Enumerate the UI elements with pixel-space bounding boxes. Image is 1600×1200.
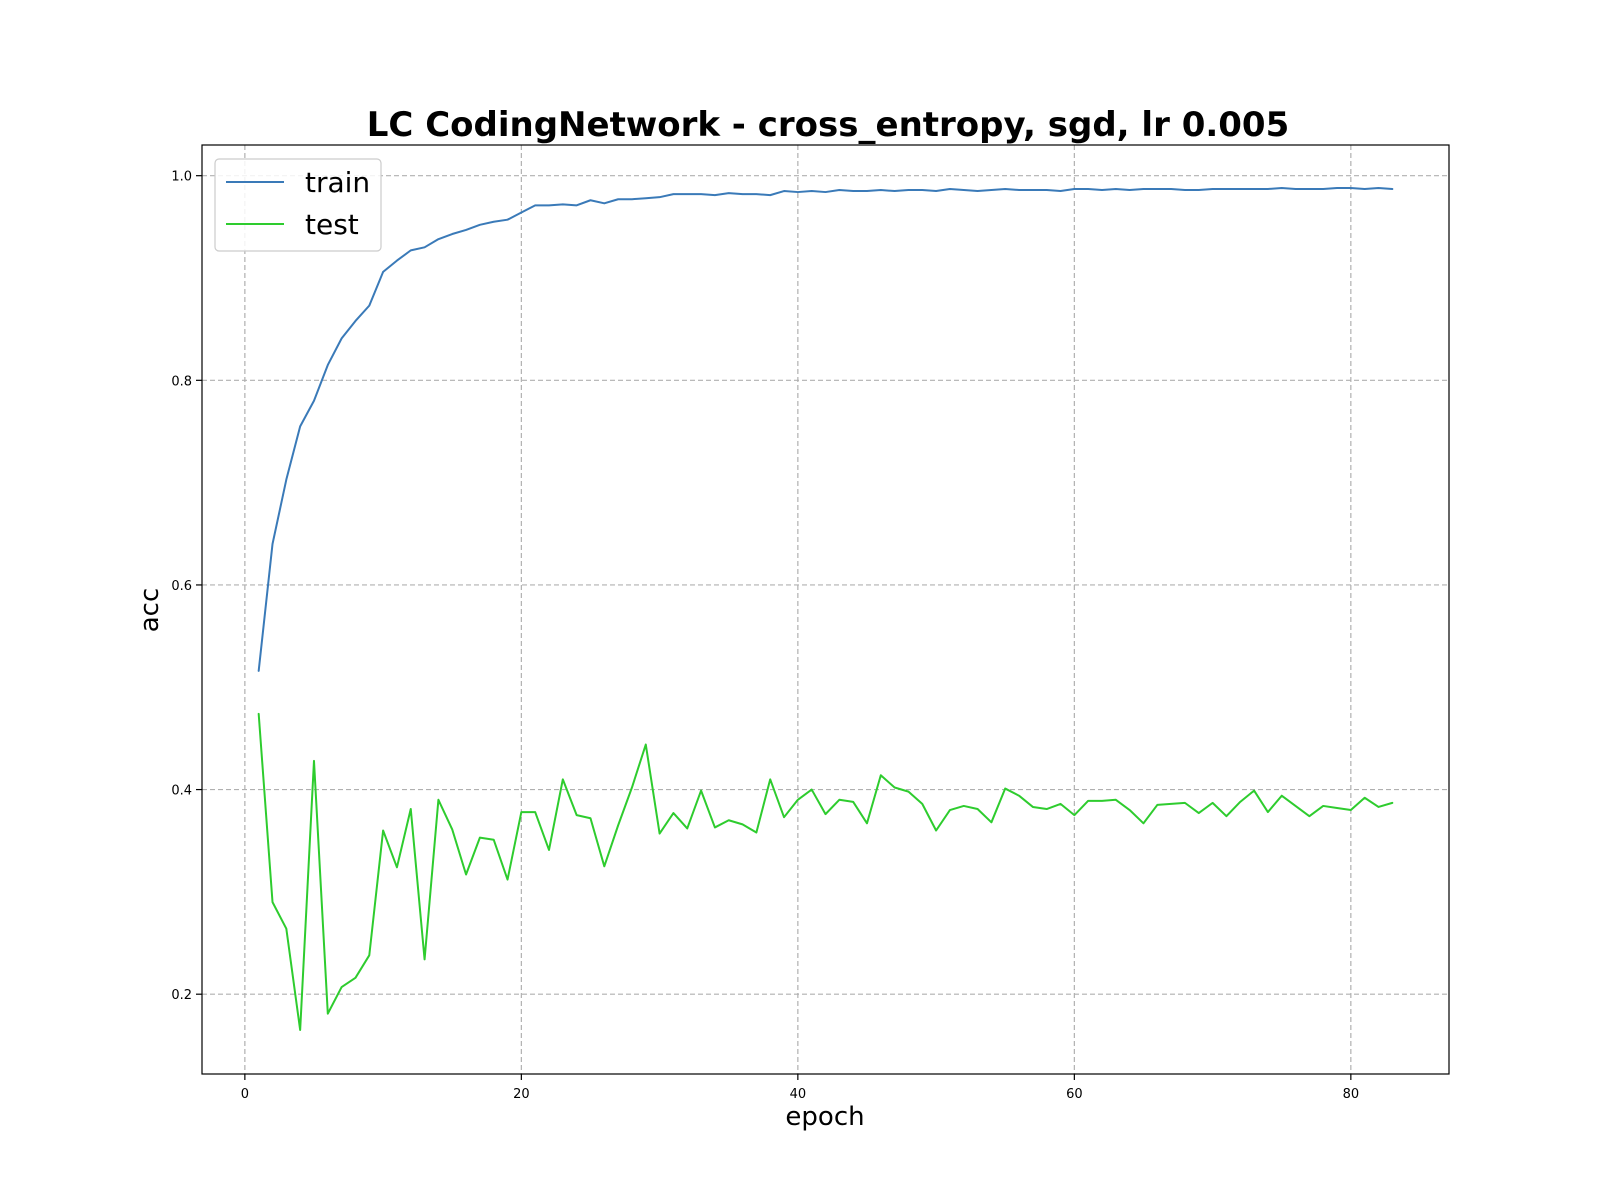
x-tick-label: 0	[241, 1087, 249, 1102]
y-tick-label: 0.8	[171, 374, 192, 389]
x-tick-label: 20	[513, 1087, 530, 1102]
y-tick-label: 0.4	[171, 784, 192, 799]
y-axis-label: acc	[135, 588, 165, 633]
y-tick-label: 0.2	[171, 988, 192, 1003]
series-line-test	[257, 712, 1394, 1032]
series-layer	[257, 186, 1394, 1032]
chart-title: LC CodingNetwork - cross_entropy, sgd, l…	[367, 105, 1289, 145]
x-axis-label: epoch	[785, 1102, 864, 1132]
legend: train test	[214, 158, 382, 252]
grid	[202, 145, 1449, 1074]
y-axis-ticks: 0.2 0.4 0.6 0.8 1.0	[171, 170, 202, 1003]
series-line-train	[257, 186, 1394, 672]
x-axis-ticks: 0 20 40 60 80	[241, 1074, 1359, 1102]
x-tick-label: 80	[1343, 1087, 1360, 1102]
legend-label-test: test	[305, 208, 359, 241]
plot-area-frame	[201, 144, 1450, 1075]
x-tick-label: 40	[790, 1087, 807, 1102]
y-tick-label: 1.0	[171, 170, 192, 185]
legend-label-train: train	[305, 166, 370, 199]
x-tick-label: 60	[1066, 1087, 1083, 1102]
y-tick-label: 0.6	[171, 579, 192, 594]
